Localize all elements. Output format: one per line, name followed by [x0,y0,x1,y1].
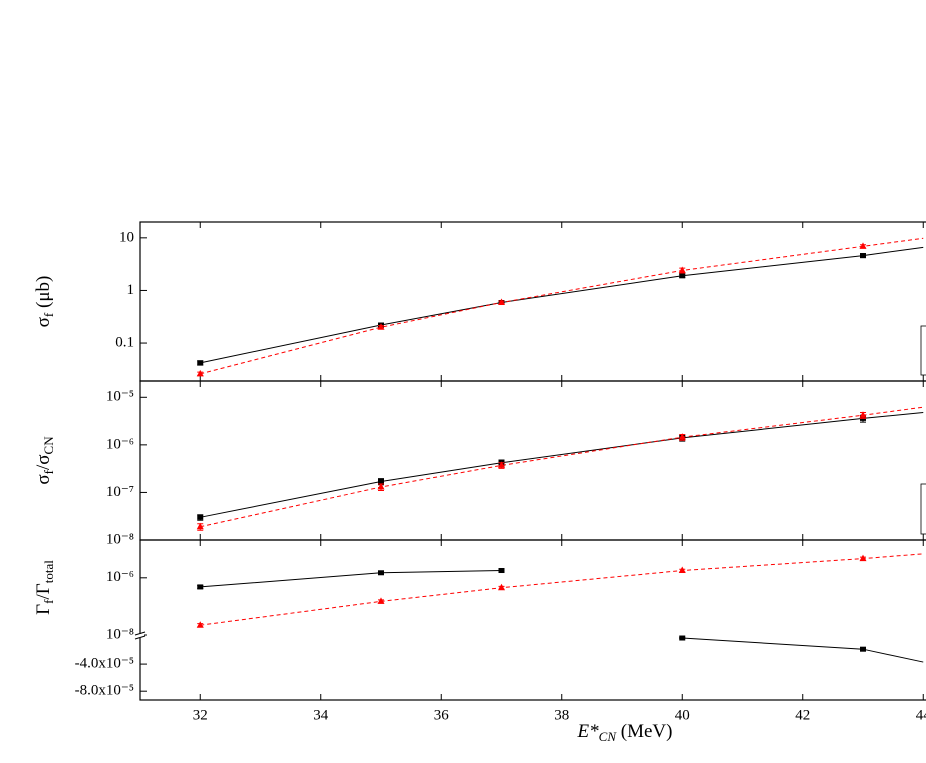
axis-break [136,634,144,638]
plot-frame [139,539,926,701]
x-tick-label: 36 [434,707,450,723]
marker [679,273,686,279]
axis-label-part: /σ [33,454,54,470]
y-tick-label: 10⁻⁸ [106,531,134,547]
series-line [200,553,924,626]
axis-label-part: (MeV) [616,721,672,742]
axis-label-part: /Γ [33,583,54,599]
x-tick-label: 38 [554,707,569,723]
y-tick-label: 10⁻⁸ [106,626,134,642]
marker [498,568,505,574]
axis-label-part: f [41,312,56,317]
axis-label-part: f [41,469,56,474]
axis-label: σf/σCN [33,436,56,485]
legend-box [920,483,926,535]
x-tick-label: 34 [313,707,329,723]
marker [378,570,384,576]
marker [197,514,204,520]
series-line [200,237,924,375]
marker [196,621,204,628]
x-tick-label: 44 [916,707,926,723]
axis-label-part: σ [33,474,54,484]
marker [678,433,686,440]
marker [678,266,686,273]
y-tick-label: 10⁻⁷ [106,484,134,500]
marker [859,411,867,418]
marker [377,323,385,330]
axis-label: σf (μb) [33,276,56,328]
marker [498,583,505,591]
axis-label: Γf/Γtotal [33,560,56,615]
series-line [200,246,924,364]
marker [859,554,867,562]
series-line [200,411,924,518]
marker [859,242,867,249]
marker [196,369,204,377]
series-line [682,637,924,663]
axis-label-part: Γ [33,604,54,615]
plot-frame [139,221,926,382]
y-tick-label: -4.0x10⁻⁵ [75,656,134,672]
marker [378,478,384,484]
y-tick-label: -8.0x10⁻⁵ [75,683,134,699]
axis-break [134,635,146,640]
axis-label-part: f [41,599,56,604]
axis-label-part: (μb) [33,276,54,313]
marker [678,566,686,574]
axis-label-part: total [41,560,56,583]
y-tick-label: 10 [119,229,134,245]
y-tick-label: 10⁻⁶ [106,569,134,585]
series-line [200,570,502,588]
x-tick-label: 40 [675,707,690,723]
y-tick-label: 0.1 [115,334,134,350]
axis-break [134,631,146,636]
y-tick-label: 1 [127,282,135,298]
marker [197,584,204,590]
y-tick-label: 10⁻⁵ [106,389,134,405]
marker [860,253,866,259]
axis-label-part: CN [41,436,56,455]
marker [498,461,505,468]
legend-box [920,325,926,376]
x-tick-label: 32 [193,707,208,723]
axis-label-part: σ [33,317,54,327]
marker [196,522,204,530]
y-tick-label: 10⁻⁶ [106,436,134,452]
axis-label-part: CN [599,729,618,744]
x-tick-label: 42 [795,707,810,723]
marker [377,483,385,490]
marker [377,597,385,604]
marker [679,635,686,641]
marker [860,646,866,652]
series-line [200,406,924,528]
marker [197,360,204,366]
axis-label: E*CN (MeV) [577,721,673,744]
axis-label-part: E* [577,721,600,742]
marker [498,298,505,306]
